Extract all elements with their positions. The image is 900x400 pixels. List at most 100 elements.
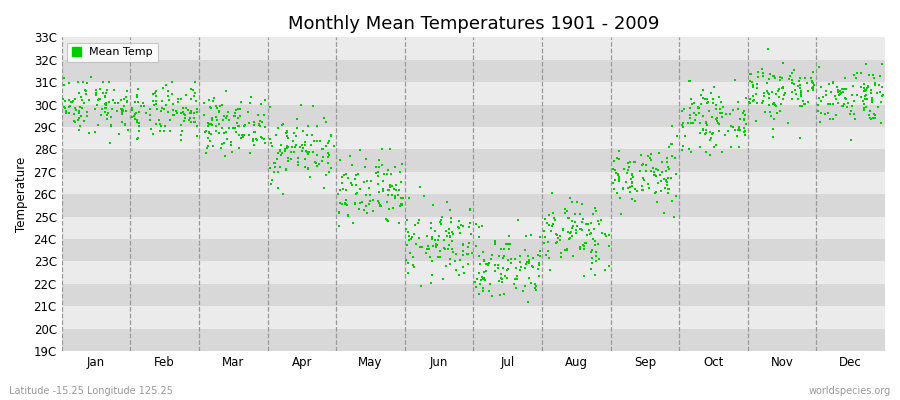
Point bbox=[187, 119, 202, 125]
Point bbox=[402, 236, 417, 243]
Point bbox=[844, 102, 859, 109]
Point bbox=[68, 107, 83, 114]
Point bbox=[731, 98, 745, 105]
Point bbox=[610, 190, 625, 196]
Point bbox=[183, 115, 197, 122]
Point bbox=[464, 220, 478, 226]
Point bbox=[338, 187, 353, 194]
Point bbox=[698, 127, 713, 134]
Point bbox=[146, 98, 160, 104]
Point bbox=[491, 262, 505, 268]
Point bbox=[758, 109, 772, 116]
Point bbox=[146, 91, 160, 98]
Point bbox=[332, 157, 347, 163]
Point bbox=[662, 166, 677, 173]
Point bbox=[751, 69, 765, 76]
Point bbox=[538, 234, 553, 240]
Point bbox=[657, 210, 671, 216]
Point bbox=[116, 108, 130, 114]
Point bbox=[380, 199, 394, 206]
Point bbox=[513, 253, 527, 260]
Point bbox=[424, 220, 438, 226]
Point bbox=[766, 100, 780, 107]
Point bbox=[578, 240, 592, 246]
Point bbox=[358, 156, 373, 162]
Point bbox=[71, 115, 86, 121]
Point bbox=[649, 173, 663, 179]
Point bbox=[481, 262, 495, 268]
Point bbox=[669, 171, 683, 178]
Point bbox=[634, 162, 649, 168]
Point bbox=[582, 231, 597, 237]
Point bbox=[675, 147, 689, 154]
Point bbox=[457, 270, 472, 276]
Point bbox=[859, 104, 873, 110]
Point bbox=[210, 116, 224, 123]
Point bbox=[545, 221, 560, 227]
Point bbox=[766, 134, 780, 140]
Point bbox=[785, 80, 799, 86]
Point bbox=[335, 201, 349, 207]
Point bbox=[181, 107, 195, 114]
Point bbox=[233, 106, 248, 112]
Point bbox=[746, 98, 760, 105]
Point bbox=[667, 214, 681, 220]
Point bbox=[302, 165, 316, 172]
Point bbox=[121, 126, 135, 133]
Point bbox=[425, 234, 439, 240]
Bar bbox=[62, 262, 885, 284]
Point bbox=[176, 118, 191, 124]
Point bbox=[105, 106, 120, 112]
Point bbox=[825, 80, 840, 86]
Point bbox=[482, 261, 496, 267]
Text: Latitude -15.25 Longitude 125.25: Latitude -15.25 Longitude 125.25 bbox=[9, 386, 173, 396]
Point bbox=[591, 218, 606, 225]
Point bbox=[203, 103, 218, 110]
Point bbox=[743, 96, 758, 102]
Point bbox=[185, 87, 200, 93]
Point bbox=[675, 122, 689, 128]
Point bbox=[607, 186, 621, 192]
Point bbox=[587, 226, 601, 232]
Point bbox=[698, 130, 713, 136]
Point bbox=[731, 126, 745, 133]
Point bbox=[770, 103, 784, 109]
Point bbox=[275, 121, 290, 128]
Point bbox=[588, 237, 602, 244]
Point bbox=[472, 224, 486, 231]
Point bbox=[678, 133, 692, 140]
Point bbox=[525, 263, 539, 270]
Point bbox=[532, 262, 546, 268]
Point bbox=[683, 105, 698, 111]
Point bbox=[407, 264, 421, 271]
Point bbox=[620, 185, 634, 191]
Point bbox=[302, 174, 317, 180]
Point bbox=[558, 210, 572, 216]
Point bbox=[166, 107, 181, 114]
Point bbox=[120, 99, 134, 105]
Point bbox=[382, 206, 396, 213]
Point bbox=[792, 78, 806, 84]
Point bbox=[299, 148, 313, 154]
Point bbox=[444, 256, 458, 262]
Point bbox=[278, 148, 293, 154]
Point bbox=[345, 162, 359, 168]
Point bbox=[772, 94, 787, 100]
Point bbox=[375, 178, 390, 184]
Point bbox=[364, 178, 378, 184]
Point bbox=[224, 139, 238, 146]
Point bbox=[424, 225, 438, 231]
Point bbox=[463, 206, 477, 212]
Point bbox=[476, 249, 491, 256]
Point bbox=[868, 115, 882, 122]
Point bbox=[174, 137, 188, 144]
Point bbox=[429, 242, 444, 248]
Point bbox=[469, 284, 483, 290]
Point bbox=[436, 236, 451, 243]
Point bbox=[201, 143, 215, 150]
Point bbox=[572, 226, 587, 233]
Point bbox=[80, 113, 94, 120]
Point bbox=[573, 244, 588, 250]
Point bbox=[377, 171, 392, 177]
Point bbox=[67, 111, 81, 117]
